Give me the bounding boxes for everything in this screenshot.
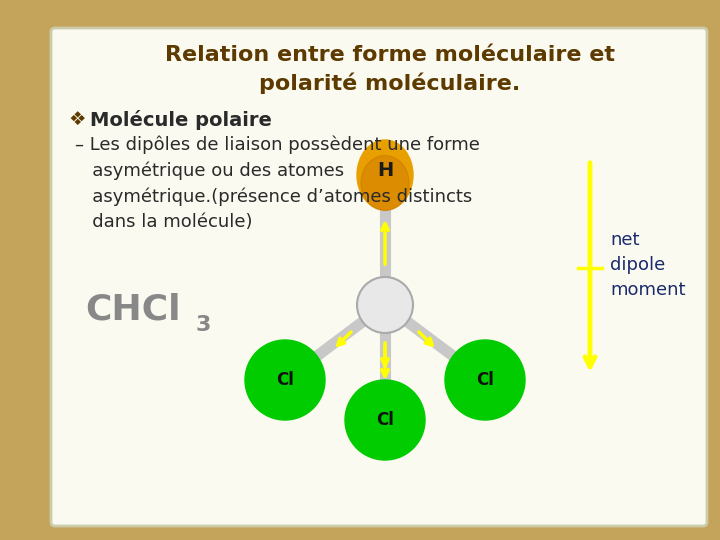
Circle shape <box>357 277 413 333</box>
Circle shape <box>345 380 425 460</box>
Text: CHCl: CHCl <box>85 293 181 327</box>
Text: H: H <box>377 160 393 179</box>
Text: ❖: ❖ <box>68 110 86 129</box>
Text: Cl: Cl <box>276 371 294 389</box>
Circle shape <box>245 340 325 420</box>
Text: asymétrique ou des atomes: asymétrique ou des atomes <box>75 161 344 179</box>
Text: Cl: Cl <box>376 411 394 429</box>
Text: Cl: Cl <box>476 371 494 389</box>
Ellipse shape <box>357 140 413 210</box>
Text: net
dipole
moment: net dipole moment <box>610 231 685 299</box>
Text: dans la molécule): dans la molécule) <box>75 213 253 231</box>
Text: asymétrique.(présence d’atomes distincts: asymétrique.(présence d’atomes distincts <box>75 187 472 206</box>
Text: Relation entre forme moléculaire et: Relation entre forme moléculaire et <box>165 45 615 65</box>
Text: Molécule polaire: Molécule polaire <box>90 110 272 130</box>
Text: 3: 3 <box>196 315 212 335</box>
FancyBboxPatch shape <box>51 28 707 526</box>
Text: polarité moléculaire.: polarité moléculaire. <box>259 72 521 93</box>
Circle shape <box>445 340 525 420</box>
Ellipse shape <box>361 156 409 211</box>
Text: – Les dipôles de liaison possèdent une forme: – Les dipôles de liaison possèdent une f… <box>75 135 480 153</box>
